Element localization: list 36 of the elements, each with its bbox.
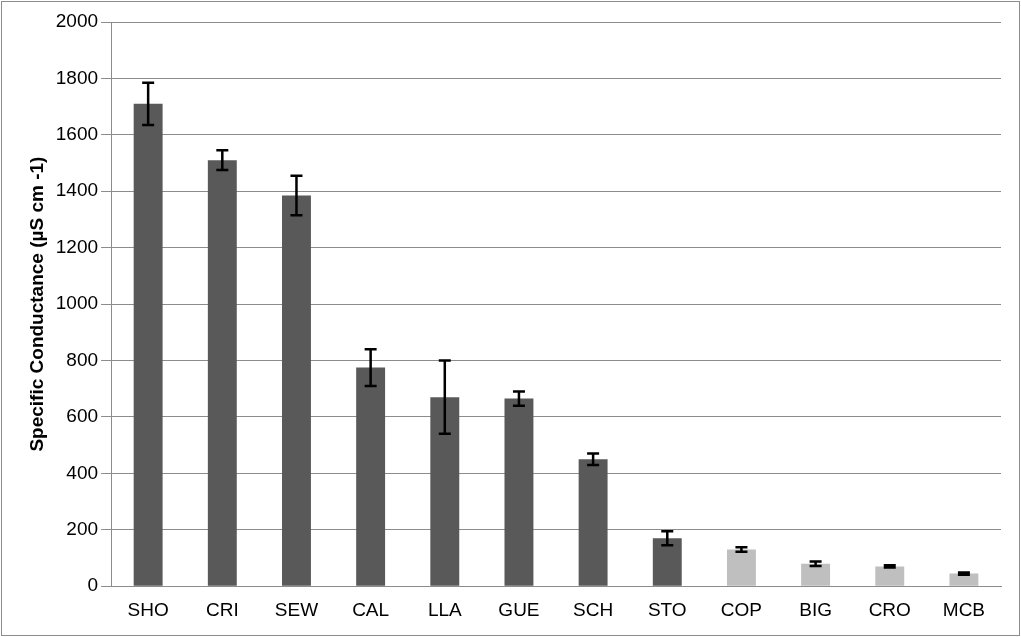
y-tick-label: 200 [66,518,99,540]
y-tick-label: 600 [66,405,99,427]
x-tick-label: CRI [205,598,239,620]
y-tick-label: 2000 [55,10,99,32]
y-tick-label: 1600 [55,123,99,145]
bar [652,538,682,586]
bar [133,103,163,586]
y-tick-label: 400 [66,461,99,483]
x-tick-label: BIG [799,598,832,620]
x-tick-label: SEW [274,598,319,620]
bar [282,195,311,586]
bar [356,367,386,586]
y-tick-label: 1400 [55,179,99,201]
y-tick-label: 1200 [55,235,99,257]
bar [726,549,756,586]
bar [207,160,237,586]
y-tick-label: 1800 [55,66,99,88]
x-tick-label: CRO [868,598,911,620]
x-tick-label: COP [720,598,763,620]
x-tick-label: SCH [573,598,614,620]
bar [504,398,534,586]
y-tick-label: 800 [66,348,99,370]
x-tick-label: MCB [942,598,986,620]
bar [430,397,460,586]
y-tick-label: 1000 [55,292,99,314]
x-tick-label: GUE [498,598,540,620]
x-tick-label: SHO [127,598,169,620]
bar [949,573,979,586]
x-tick-label: LLA [427,598,463,620]
bar [801,563,831,586]
x-tick-label: CAL [352,598,390,620]
bar [578,459,608,586]
y-axis-title: Specific Conductance (µS cm -1) [25,156,47,452]
bar [875,566,905,586]
x-tick-label: STO [647,598,687,620]
y-tick-label: 0 [87,574,99,596]
